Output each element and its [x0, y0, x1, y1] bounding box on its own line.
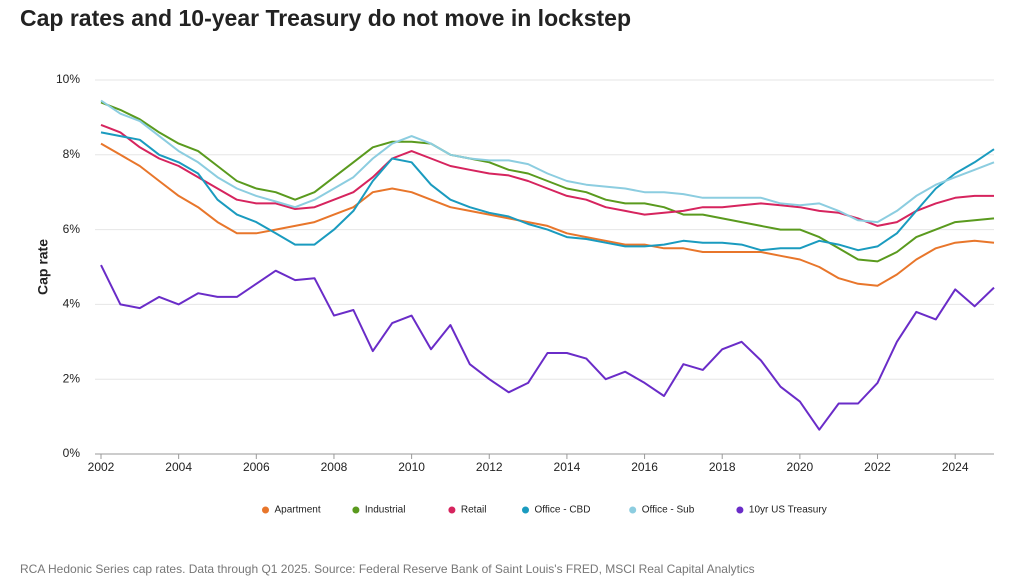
series-line [100, 123, 994, 227]
y-tick-label: 6% [63, 222, 81, 236]
legend-label: Apartment [275, 505, 321, 516]
legend-label: Retail [461, 505, 487, 516]
y-tick-label: 4% [63, 297, 81, 311]
y-tick-label: 10% [56, 72, 80, 86]
series-line [100, 142, 995, 287]
legend-label: Office - Sub [642, 505, 695, 516]
legend-swatch [522, 506, 529, 514]
legend-swatch [448, 506, 456, 514]
x-tick-label: 2024 [942, 460, 969, 474]
y-axis-label: Cap rate [35, 239, 51, 295]
x-tick-label: 2016 [631, 460, 658, 474]
footnote: RCA Hedonic Series cap rates. Data throu… [20, 562, 755, 576]
x-tick-label: 2020 [787, 460, 814, 474]
x-tick-label: 2014 [554, 460, 581, 474]
series-line [100, 264, 995, 431]
legend-swatch [629, 506, 637, 514]
series-line [100, 101, 995, 263]
legend-swatch [262, 506, 269, 514]
x-tick-label: 2002 [88, 460, 115, 474]
x-tick-label: 2010 [398, 460, 425, 474]
x-tick-label: 2008 [321, 460, 348, 474]
x-tick-label: 2004 [165, 460, 192, 474]
x-tick-label: 2006 [243, 460, 270, 474]
series-line [100, 99, 995, 224]
legend-swatch [736, 506, 744, 514]
legend-label: Industrial [365, 505, 406, 516]
x-tick-label: 2012 [476, 460, 503, 474]
legend-swatch [352, 506, 360, 514]
chart-title: Cap rates and 10-year Treasury do not mo… [20, 5, 631, 31]
y-tick-label: 2% [63, 371, 81, 385]
y-tick-label: 8% [63, 147, 81, 161]
legend-label: Office - CBD [535, 505, 591, 516]
y-tick-label: 0% [63, 446, 81, 460]
legend-label: 10yr US Treasury [749, 505, 827, 516]
x-tick-label: 2018 [709, 460, 736, 474]
series-line [100, 131, 995, 252]
x-tick-label: 2022 [864, 460, 891, 474]
